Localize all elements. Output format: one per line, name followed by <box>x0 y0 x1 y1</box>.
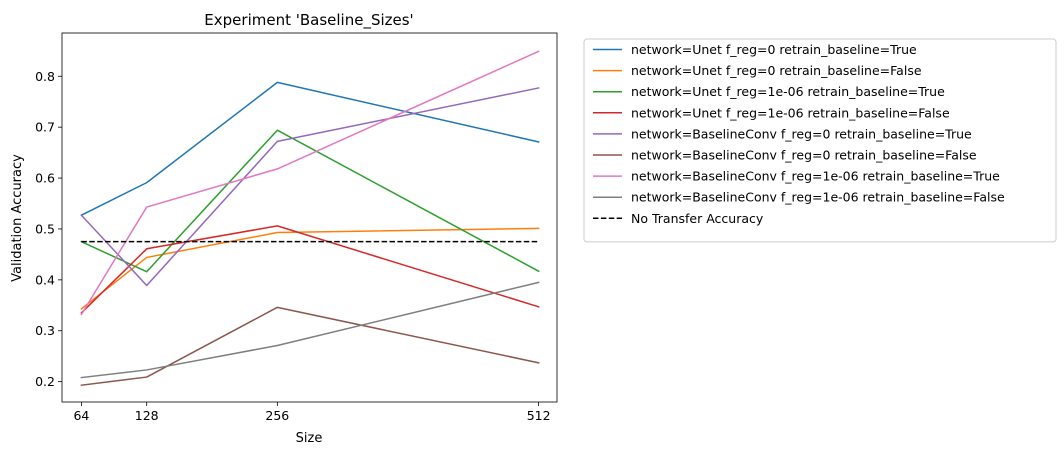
legend-label: network=Unet f_reg=0 retrain_baseline=Fa… <box>631 63 922 78</box>
series-line-7 <box>80 281 540 379</box>
y-tick-label: 0.4 <box>35 272 55 287</box>
legend: network=Unet f_reg=0 retrain_baseline=Tr… <box>583 38 1057 243</box>
legend-frame <box>583 38 1057 243</box>
x-tick-label: 512 <box>527 408 551 423</box>
series-line-3 <box>80 225 540 314</box>
y-tick-label: 0.6 <box>35 171 55 186</box>
legend-label: network=BaselineConv f_reg=0 retrain_bas… <box>631 126 972 141</box>
legend-label: network=BaselineConv f_reg=0 retrain_bas… <box>631 148 977 163</box>
x-tick-label: 128 <box>135 408 159 423</box>
x-tick-label: 64 <box>73 408 89 423</box>
chart-title: Experiment 'Baseline_Sizes' <box>204 11 413 30</box>
series-line-6 <box>80 50 540 316</box>
y-axis-label: Validation Accuracy <box>10 154 25 282</box>
x-tick-label: 256 <box>265 408 289 423</box>
legend-label: No Transfer Accuracy <box>631 211 764 226</box>
y-tick-label: 0.8 <box>35 69 55 84</box>
legend-label: network=BaselineConv f_reg=1e-06 retrain… <box>631 169 1000 184</box>
x-axis-label: Size <box>296 431 323 446</box>
y-tick-label: 0.3 <box>35 323 55 338</box>
y-tick-label: 0.7 <box>35 120 55 135</box>
series-line-4 <box>80 87 540 287</box>
series-line-2 <box>80 129 540 273</box>
legend-label: network=BaselineConv f_reg=1e-06 retrain… <box>631 190 1005 205</box>
axes-frame <box>61 32 558 403</box>
legend-label: network=Unet f_reg=1e-06 retrain_baselin… <box>631 105 950 120</box>
y-tick-label: 0.2 <box>35 374 55 389</box>
legend-label: network=Unet f_reg=1e-06 retrain_baselin… <box>631 84 945 99</box>
plot-area: 64 128 256 512 0.2 0.3 0.4 0.5 0.6 0.7 0.8 <box>35 32 558 423</box>
legend-label: network=Unet f_reg=0 retrain_baseline=Tr… <box>631 42 917 57</box>
series-line-5 <box>80 306 540 387</box>
y-tick-label: 0.5 <box>35 221 55 236</box>
series-line-0 <box>80 81 540 217</box>
series-line-1 <box>80 227 540 310</box>
